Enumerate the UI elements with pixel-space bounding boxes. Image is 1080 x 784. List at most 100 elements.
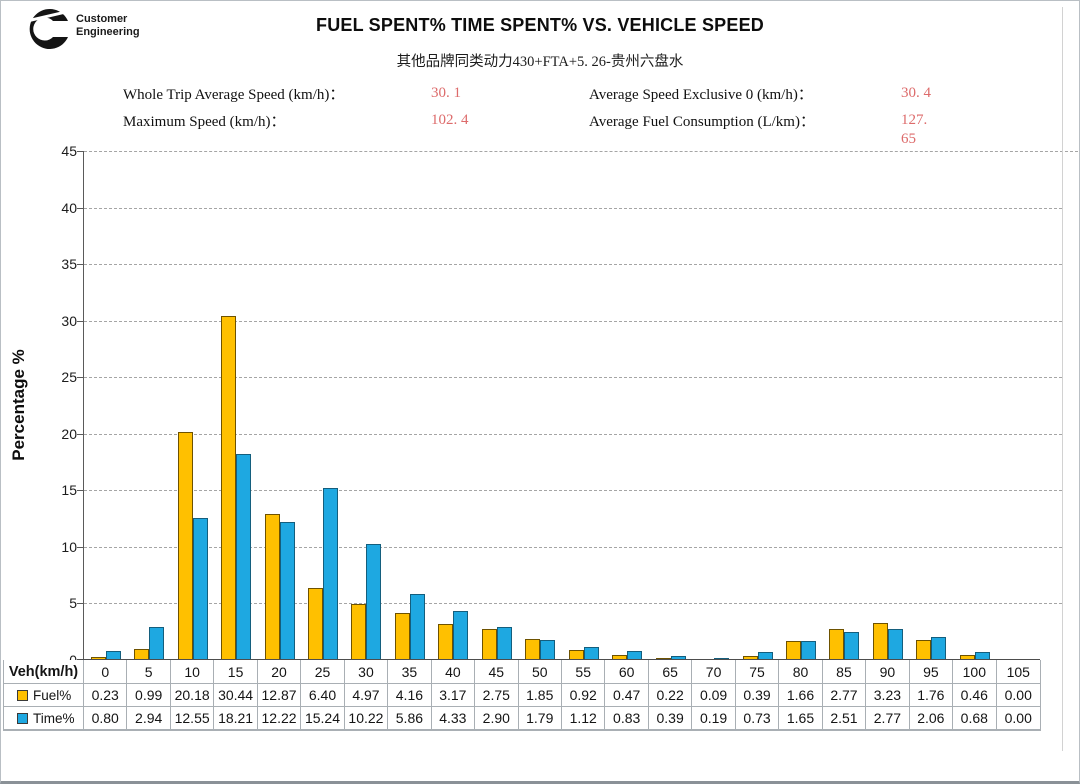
- value-cell: 0.92: [561, 684, 606, 707]
- bar-group: [84, 151, 127, 660]
- speed-header-cell: 25: [301, 660, 345, 684]
- stat-value-maximum-speed: 102. 4: [431, 112, 469, 128]
- gridline: [84, 377, 1062, 379]
- bar-fuel: [307, 587, 323, 660]
- logo-line2: Engineering: [76, 26, 140, 39]
- value-cell: 0.47: [605, 684, 649, 707]
- value-cell: 12.87: [257, 684, 302, 707]
- y-tick-label: 40: [61, 199, 77, 216]
- logo-text: Customer Engineering: [76, 7, 140, 39]
- bar-fuel: [351, 603, 367, 660]
- legend-label: Time%: [33, 710, 75, 726]
- speed-header-cell: 15: [214, 660, 258, 684]
- value-cell: 2.06: [909, 707, 954, 730]
- bar-time: [279, 521, 295, 660]
- value-cell: 0.09: [692, 684, 736, 707]
- bar-group: [605, 151, 648, 660]
- bar-time: [322, 487, 338, 660]
- y-axis-line: [83, 151, 84, 660]
- gridline: [84, 433, 1062, 435]
- speed-header-cell: 55: [561, 660, 606, 684]
- value-cell: 2.77: [866, 707, 910, 730]
- value-cell: 4.97: [344, 684, 389, 707]
- value-cell: 12.55: [170, 707, 215, 730]
- y-tick-mark: [77, 264, 84, 266]
- gridline: [84, 546, 1062, 548]
- bar-group: [345, 151, 388, 660]
- bar-time: [627, 650, 643, 660]
- value-cell: 0.19: [692, 707, 736, 730]
- speed-header-cell: 50: [518, 660, 562, 684]
- logo-line1: Customer: [76, 13, 128, 25]
- value-cell: 0.46: [953, 684, 997, 707]
- value-cell: 0.80: [84, 707, 128, 730]
- value-cell: 0.39: [735, 684, 780, 707]
- bar-time: [844, 631, 860, 660]
- trip-stats: Whole Trip Average Speed (km/h)： 30. 1 A…: [123, 84, 996, 147]
- cummins-c-icon: [29, 8, 69, 49]
- y-tick-label: 30: [61, 312, 77, 329]
- bar-fuel: [872, 623, 888, 660]
- gridline: [84, 207, 1062, 209]
- bar-time: [496, 627, 512, 660]
- stat-label-avg-speed-exclusive-0: Average Speed Exclusive 0 (km/h)：: [589, 87, 813, 103]
- bar-fuel: [785, 641, 801, 660]
- speed-header-cell: 45: [475, 660, 519, 684]
- bar-time: [540, 639, 556, 660]
- bar-group: [171, 151, 214, 660]
- value-cell: 0.73: [735, 707, 780, 730]
- gridline: [84, 264, 1062, 266]
- value-cell: 0.22: [648, 684, 693, 707]
- speed-header-cell: 80: [779, 660, 823, 684]
- bar-group: [910, 151, 953, 660]
- page-break-line: [1062, 7, 1063, 751]
- bar-fuel: [438, 624, 454, 660]
- bar-group: [692, 151, 735, 660]
- value-cell: 1.65: [779, 707, 823, 730]
- speed-header-cell: 90: [866, 660, 910, 684]
- speed-header-cell: 35: [388, 660, 432, 684]
- speed-header-cell: 60: [605, 660, 649, 684]
- bar-fuel: [742, 655, 758, 660]
- bar-fuel: [394, 612, 410, 660]
- speed-header-cell: 100: [953, 660, 997, 684]
- data-table: Veh(km/h) 0 5 10 15 20 25 30 35 40 45 50 55 60 65 70 75 8…: [3, 660, 1041, 731]
- bar-fuel: [90, 657, 106, 660]
- bar-time: [236, 454, 252, 660]
- bar-time: [366, 544, 382, 660]
- bar-group: [214, 151, 257, 660]
- speed-header-cell: 40: [431, 660, 476, 684]
- bar-series-area: [84, 151, 1040, 660]
- speed-header-cell: 85: [822, 660, 867, 684]
- value-cell: 2.51: [822, 707, 867, 730]
- bar-fuel: [177, 431, 193, 660]
- y-tick-mark: [77, 603, 84, 605]
- stat-label-avg-fuel-consumption: Average Fuel Consumption (L/km)：: [589, 114, 815, 130]
- gridline: [84, 603, 1062, 605]
- speed-header-cell: 5: [127, 660, 171, 684]
- bar-group: [258, 151, 301, 660]
- stat-value-avg-speed-exclusive-0: 30. 4: [901, 85, 931, 101]
- bar-group: [388, 151, 431, 660]
- bar-fuel: [264, 514, 280, 660]
- value-cell: 0.68: [953, 707, 997, 730]
- value-cell: 1.66: [779, 684, 823, 707]
- bar-group: [779, 151, 822, 660]
- value-cell: 3.23: [866, 684, 910, 707]
- value-cell: 0.39: [648, 707, 693, 730]
- y-tick-mark: [77, 207, 84, 209]
- value-cell: 30.44: [214, 684, 258, 707]
- bar-fuel: [481, 628, 497, 660]
- bar-time: [105, 650, 121, 660]
- speed-header-cell: 105: [996, 660, 1040, 684]
- gridline: [84, 151, 1078, 152]
- value-cell: 4.16: [388, 684, 432, 707]
- stat-value-avg-fuel-consumption: 127. 65: [901, 112, 928, 147]
- y-tick-mark: [77, 320, 84, 322]
- bar-fuel: [134, 648, 150, 660]
- bar-group: [127, 151, 170, 660]
- y-tick-label: 35: [61, 256, 77, 273]
- y-tick-mark: [77, 433, 84, 435]
